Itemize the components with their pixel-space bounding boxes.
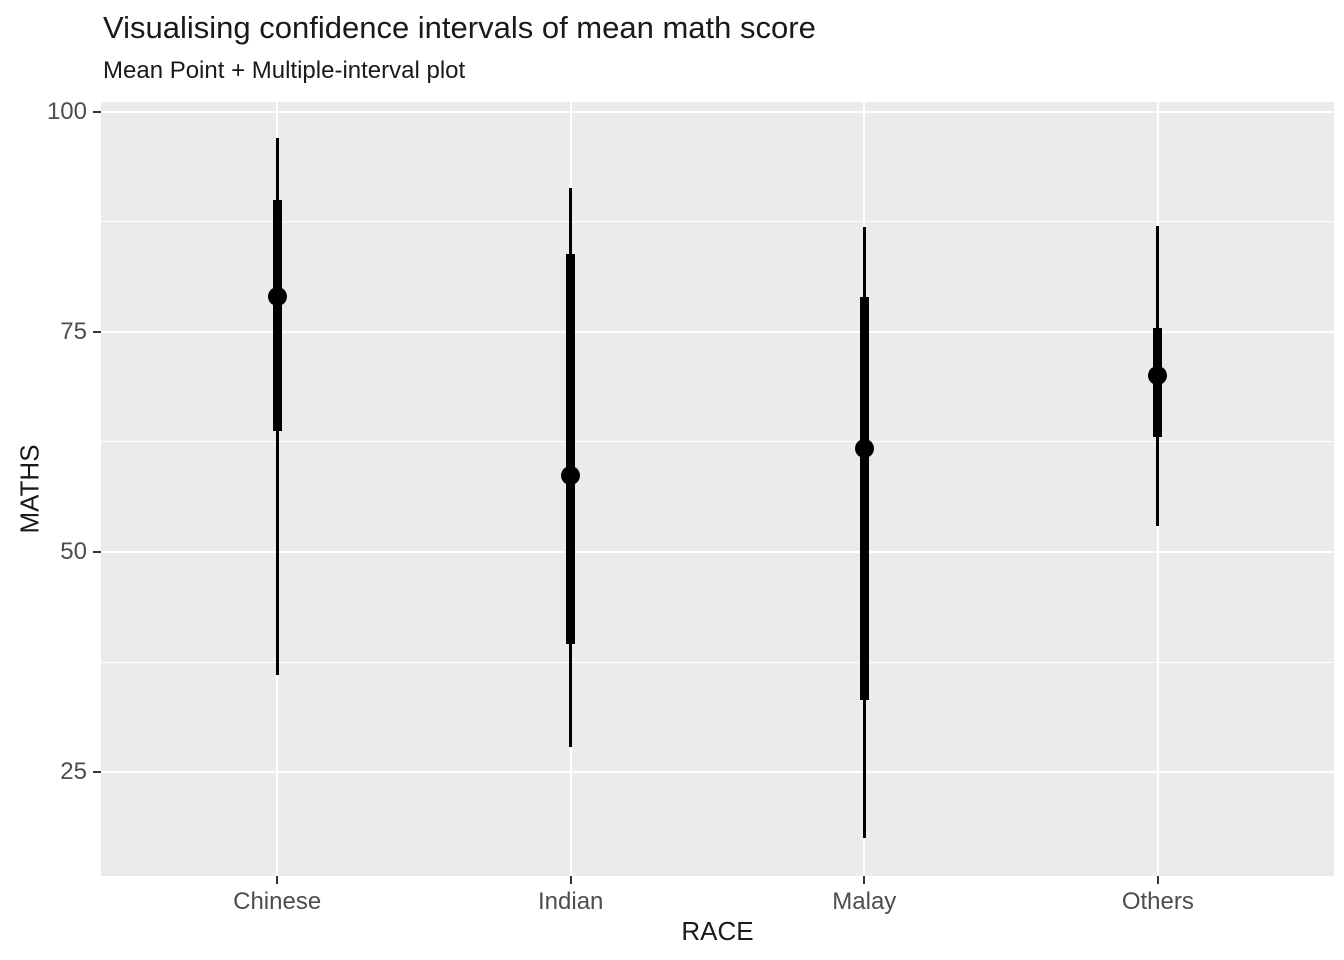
- y-tick-label: 50: [60, 537, 87, 565]
- gridline-major-h: [101, 550, 1334, 553]
- inner-interval-chinese: [272, 199, 282, 432]
- mean-point-chinese: [267, 287, 287, 307]
- y-axis-tick: [93, 110, 101, 113]
- mean-point-indian: [561, 465, 581, 485]
- plot-title: Visualising confidence intervals of mean…: [103, 10, 816, 45]
- gridline-minor-h: [101, 221, 1334, 223]
- gridline-major-h: [101, 330, 1334, 333]
- inner-interval-indian: [566, 254, 576, 645]
- x-axis-tick: [569, 876, 572, 884]
- x-tick-label-malay: Malay: [832, 888, 897, 915]
- y-axis-title: MATHS: [14, 444, 45, 534]
- y-tick-label: 25: [60, 758, 87, 786]
- mean-point-malay: [854, 438, 874, 458]
- gridline-minor-h: [101, 661, 1334, 663]
- x-axis-tick: [1156, 876, 1159, 884]
- x-tick-label-indian: Indian: [538, 888, 604, 915]
- gridline-major-h: [101, 110, 1334, 113]
- y-tick-label: 100: [46, 97, 87, 125]
- inner-interval-malay: [859, 297, 869, 700]
- mean-point-others: [1148, 366, 1168, 386]
- plot-panel: [101, 102, 1334, 876]
- x-axis-tick: [863, 876, 866, 884]
- x-axis-tick: [276, 876, 279, 884]
- gridline-minor-h: [101, 441, 1334, 443]
- gridline-major-h: [101, 771, 1334, 774]
- y-tick-label: 75: [60, 317, 87, 345]
- x-tick-label-others: Others: [1121, 888, 1194, 915]
- y-axis-tick: [93, 330, 101, 333]
- y-axis-tick: [93, 550, 101, 553]
- plot-subtitle: Mean Point + Multiple-interval plot: [103, 57, 466, 84]
- y-axis-tick: [93, 771, 101, 774]
- x-axis-title: RACE: [681, 916, 754, 946]
- x-tick-label-chinese: Chinese: [233, 888, 322, 915]
